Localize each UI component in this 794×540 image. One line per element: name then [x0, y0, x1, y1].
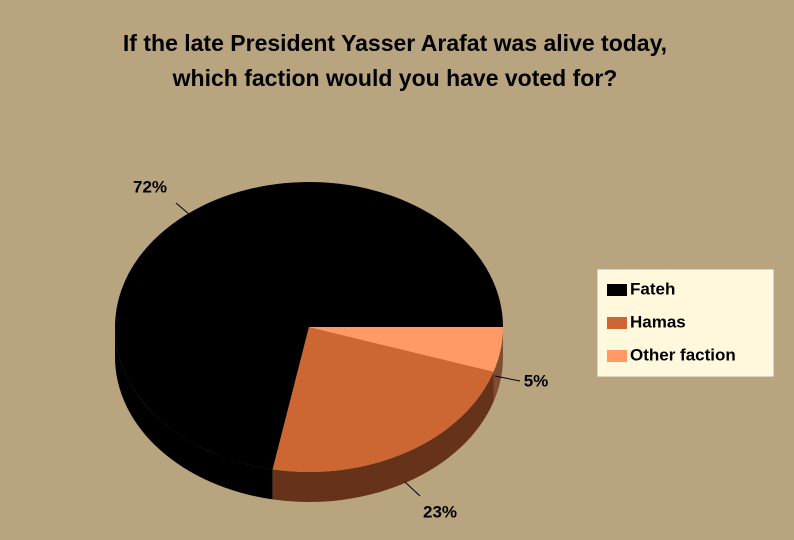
- pie-side: [493, 327, 503, 402]
- legend-swatch: [607, 350, 627, 362]
- data-label: 72%: [133, 177, 167, 196]
- data-label: 23%: [423, 502, 457, 521]
- legend: Fateh Hamas Other faction: [597, 269, 774, 377]
- leader-line: [494, 375, 521, 382]
- pie: 72% 23% 5%: [114, 177, 549, 521]
- pie-side: [272, 371, 494, 502]
- legend-label: Other faction: [630, 345, 736, 364]
- legend-swatch: [607, 284, 627, 296]
- pie-slice: [309, 327, 503, 372]
- chart-title: If the late President Yasser Arafat was …: [123, 30, 667, 56]
- data-label: 5%: [524, 371, 549, 390]
- legend-label: Fateh: [630, 279, 675, 298]
- legend-box: [597, 269, 774, 377]
- leader-line: [404, 481, 421, 497]
- pie-slice: [272, 327, 494, 472]
- leader-line: [175, 202, 191, 216]
- legend-label: Hamas: [630, 312, 686, 331]
- chart-title: which faction would you have voted for?: [172, 65, 618, 91]
- pie-slice: [114, 181, 503, 470]
- pie-side: [115, 327, 273, 500]
- legend-swatch: [607, 317, 627, 329]
